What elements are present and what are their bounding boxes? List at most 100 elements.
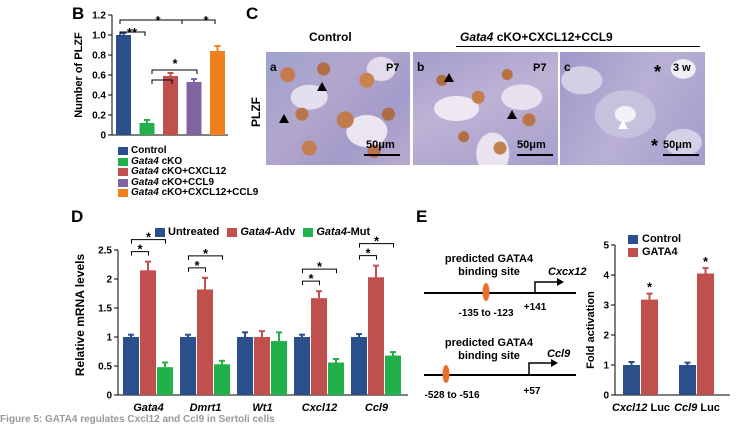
y-tick-label: 1.0 <box>92 31 106 42</box>
y-tick-label: 0 <box>106 391 112 402</box>
y-tick-label: 1.5 <box>98 304 112 315</box>
panel-b-sig-1: ** <box>127 25 138 40</box>
marker-triangle <box>507 110 517 119</box>
panel-c-ylabel: PLZF <box>249 97 263 127</box>
y-tick-label: 0.4 <box>92 91 106 102</box>
legend-item-ccl9: Gata4 cKO+CCL9 <box>118 177 258 189</box>
sig-star: * <box>647 280 653 295</box>
sig-star: * <box>703 254 709 269</box>
micrograph-a: a P7 50μm <box>266 52 410 165</box>
micrograph-b-scale: 50μm <box>517 139 546 151</box>
legend-label-mut: -Mut <box>346 226 371 238</box>
legend-swatch <box>118 147 128 156</box>
panel-d-significance: ******** <box>131 230 394 286</box>
construct-2-range: -528 to -516 <box>424 390 479 401</box>
construct-1-tss-arrow <box>534 281 557 293</box>
micrograph-c-age: 3 w <box>673 62 691 74</box>
legend-label: Control <box>131 145 167 156</box>
panel-d-legend: Untreated Gata4 -Adv Gata4 -Mut <box>155 226 370 238</box>
bar-cxcl12-1 <box>294 337 310 395</box>
bar-5 <box>210 51 225 135</box>
legend-label: cKO <box>158 155 183 167</box>
legend-item-gata4: GATA4 <box>628 246 681 259</box>
x-tick-label-plain: Luc <box>697 402 720 414</box>
panel-b-legend: Control Gata4 cKO Gata4 cKO+CXCL12 Gata4… <box>118 145 258 199</box>
y-tick-label: 3 <box>603 301 609 312</box>
panel-c-letter: C <box>246 4 259 23</box>
legend-label: Control <box>642 233 682 245</box>
scale-bar <box>663 154 699 156</box>
micrograph-c-scale: 50μm <box>663 139 692 151</box>
marker-triangle <box>444 73 454 82</box>
bar-e-1-1 <box>623 365 640 395</box>
marker-triangle <box>618 120 628 129</box>
legend-swatch <box>628 248 638 257</box>
panel-b-chart: Number of PLZF 00.20.40.60.81.01.2 ** * … <box>73 11 228 142</box>
figure-caption: Figure 5: GATA4 regulates Cxcl12 and Ccl… <box>0 414 275 425</box>
bar-gata4-3 <box>157 367 173 395</box>
micrograph-c-overlay <box>618 120 699 156</box>
bar-dmrt1-2 <box>197 289 213 395</box>
y-tick-label: 0.5 <box>98 362 112 373</box>
bar-dmrt1-1 <box>180 337 196 395</box>
micrograph-a-overlay <box>279 82 400 156</box>
bar-e-2-2 <box>697 273 714 395</box>
legend-label-adv: -Adv <box>270 226 296 238</box>
y-tick-label: 1.2 <box>92 11 106 22</box>
legend-swatch <box>118 157 128 166</box>
legend-swatch <box>118 178 128 187</box>
y-tick-label: 0.2 <box>92 111 106 122</box>
scale-bar <box>517 154 553 156</box>
sig-star: * <box>308 271 314 286</box>
panel-b-letter: B <box>72 4 85 23</box>
panel-c-header-rest: cKO+CXCL12+CCL9 <box>493 30 613 44</box>
legend-label: cKO+CXCL12 <box>158 166 227 177</box>
y-tick-label: 0.8 <box>92 51 106 62</box>
panel-c-header-italic: Gata4 <box>460 30 494 44</box>
construct-2-site-line2: binding site <box>458 350 520 362</box>
panel-b-significance <box>119 19 216 84</box>
x-tick-label: Cxcl12 <box>302 402 337 414</box>
legend-item-control: Control <box>628 233 681 246</box>
micrograph-b-overlay <box>444 73 553 156</box>
legend-label-italic: Gata4 <box>131 187 159 198</box>
panel-b-sig-2: * <box>155 13 161 28</box>
panel-b-yticks: 0 0.2 0.4 0.6 0.8 1.0 1.2 <box>92 11 113 142</box>
panel-e-xlabels: Cxcl12 Luc Ccl9 Luc <box>612 402 720 414</box>
x-tick-label: Ccl9 <box>365 402 389 414</box>
bar-e-1-2 <box>641 299 658 395</box>
y-tick-label: 1 <box>603 361 609 372</box>
bar-wt1-2 <box>254 337 270 395</box>
construct-1-site-line1: predicted GATA4 <box>445 253 534 265</box>
sig-bracket <box>131 239 166 244</box>
panel-e-ylabel: Fold activation <box>585 291 597 369</box>
bar-dmrt1-3 <box>214 364 230 395</box>
panel-c-header-control: Control <box>309 30 352 44</box>
panel-b-sig-3: * <box>203 13 209 28</box>
legend-swatch <box>628 235 638 244</box>
panel-e-letter: E <box>416 207 428 226</box>
micrograph-c-star-bottom: * <box>651 136 659 156</box>
panel-d-ylabel: Relative mRNA levels <box>73 254 87 377</box>
x-tick-label-plain: Luc <box>647 402 670 414</box>
y-tick-label: 5 <box>603 241 609 252</box>
bar-gata4-2 <box>140 270 156 395</box>
x-tick-label-italic: Ccl9 <box>674 402 698 414</box>
legend-label-italic: Gata4 <box>240 226 271 238</box>
sig-star: * <box>365 246 371 261</box>
legend-label-untreated: Untreated <box>168 226 220 238</box>
marker-triangle <box>317 82 327 91</box>
y-tick-label: 0 <box>100 131 106 142</box>
y-tick-label: 2 <box>106 275 112 286</box>
micrograph-a-age: P7 <box>386 62 400 74</box>
sig-bracket <box>359 255 377 260</box>
construct-2-binding-site <box>442 365 450 383</box>
sig-bracket <box>359 243 394 248</box>
bar-gata4-1 <box>123 337 139 395</box>
construct-2-tss-arrow <box>528 362 551 375</box>
bar-ccl9-2 <box>368 277 384 395</box>
legend-swatch <box>118 168 128 177</box>
construct-1-tss: +141 <box>524 302 547 313</box>
construct-1-arrowhead <box>557 278 564 286</box>
